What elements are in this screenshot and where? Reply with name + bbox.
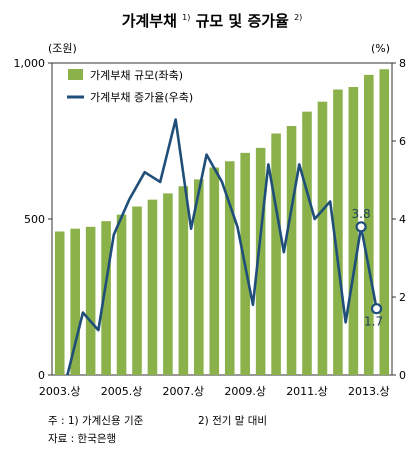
legend: 가계부채 규모(좌축) 가계부채 증가율(우축) <box>67 69 193 104</box>
bar-4 <box>117 215 127 375</box>
bar-21 <box>379 69 389 375</box>
bar-6 <box>148 200 158 375</box>
y-right-tick-label-2: 4 <box>399 213 406 226</box>
annotation-0: 3.8 <box>352 207 371 221</box>
line-marker-20 <box>372 304 381 313</box>
y-right-tick-label-0: 0 <box>399 369 406 382</box>
legend-bar-swatch <box>68 69 83 80</box>
note-1: 주 : 1) 가계신용 기준 <box>48 415 144 427</box>
bar-8 <box>179 186 189 375</box>
x-tick-label-5: 2013.상 <box>348 385 390 398</box>
bar-series <box>55 69 389 375</box>
chart-title-sup1: 1) <box>182 13 190 22</box>
annotation-1: 1.7 <box>364 315 383 329</box>
y-right-tick-label-4: 8 <box>399 57 406 70</box>
y-left-tick-label-0: 0 <box>38 369 45 382</box>
x-tick-label-2: 2007.상 <box>163 385 205 398</box>
x-tick-label-0: 2003.상 <box>39 385 81 398</box>
chart-title-mid: 규모 및 증가율 <box>196 12 289 30</box>
chart-title: 가계부채 1) 규모 및 증가율 2) <box>122 6 303 30</box>
bar-0 <box>55 231 65 375</box>
source-note: 자료 : 한국은행 <box>48 433 116 445</box>
bar-7 <box>163 193 173 375</box>
legend-line-label: 가계부채 증가율(우축) <box>90 91 193 104</box>
chart-title-main: 가계부채 <box>122 12 177 30</box>
y-left-axis: 0 500 1,000 <box>14 57 53 382</box>
y-right-unit: (%) <box>371 42 390 55</box>
bar-2 <box>86 227 96 375</box>
x-axis: 2003.상 2005.상 2007.상 2009.상 2011.상 2013.상 <box>39 385 390 398</box>
x-tick-label-4: 2011.상 <box>286 385 328 398</box>
bar-15 <box>287 126 297 375</box>
bar-14 <box>271 134 281 375</box>
y-right-tick-label-1: 2 <box>399 291 406 304</box>
y-left-unit: (조원) <box>48 42 77 55</box>
bar-10 <box>209 168 219 375</box>
y-right-axis: 0 2 4 6 8 <box>392 57 406 382</box>
x-tick-label-1: 2005.상 <box>101 385 143 398</box>
y-right-tick-label-3: 6 <box>399 135 406 148</box>
y-left-tick-label-2: 1,000 <box>14 57 46 70</box>
bar-17 <box>318 102 328 375</box>
growth-rate-line <box>67 120 376 375</box>
y-left-tick-label-1: 500 <box>24 213 45 226</box>
bar-19 <box>349 87 359 375</box>
chart-title-sup2: 2) <box>294 13 302 22</box>
bar-16 <box>302 112 312 375</box>
x-tick-label-3: 2009.상 <box>224 385 266 398</box>
legend-bar-label: 가계부채 규모(좌축) <box>90 69 183 82</box>
bar-5 <box>132 207 142 375</box>
note-2: 2) 전기 말 대비 <box>198 415 267 427</box>
line-marker-19 <box>357 222 366 231</box>
